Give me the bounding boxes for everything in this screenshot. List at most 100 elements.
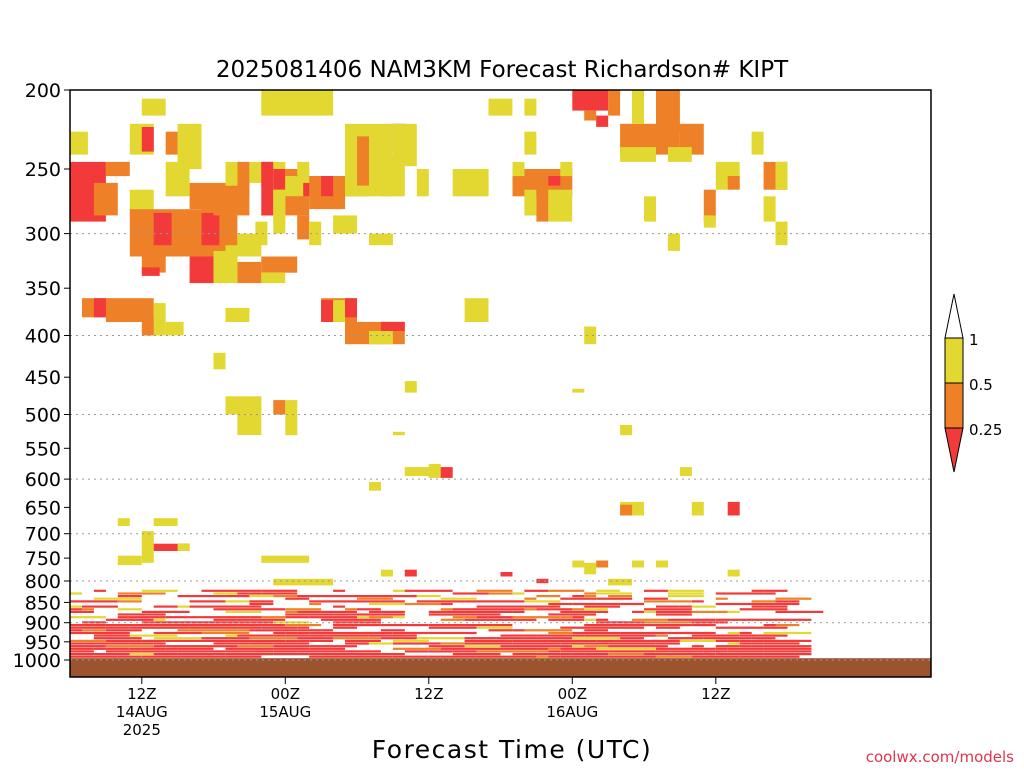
data-cell — [524, 634, 537, 637]
data-cell — [369, 482, 381, 491]
data-cell — [129, 642, 154, 645]
data-cell — [213, 637, 250, 640]
data-cell — [93, 589, 106, 592]
data-cell — [512, 629, 525, 632]
data-cell — [165, 131, 178, 155]
data-cell — [667, 589, 704, 592]
data-cell — [105, 645, 154, 648]
plot-background — [70, 90, 931, 677]
data-cell — [691, 655, 740, 658]
ground-fill — [70, 658, 931, 677]
data-cell — [261, 272, 286, 284]
data-cell — [715, 618, 740, 621]
credit-link[interactable]: coolwx.com/models — [866, 748, 1014, 766]
data-cell — [512, 645, 525, 648]
x-tick-label: 12Z — [127, 685, 156, 703]
data-cell — [656, 647, 668, 650]
data-cell — [464, 618, 501, 621]
data-cell — [608, 595, 632, 598]
data-cell — [464, 298, 489, 322]
data-cell — [70, 592, 82, 595]
data-cell — [428, 631, 477, 635]
data-cell — [153, 212, 172, 246]
data-cell — [237, 639, 286, 642]
data-cell — [632, 618, 668, 621]
data-cell — [117, 616, 166, 619]
data-cell — [201, 650, 226, 653]
data-cell — [105, 629, 142, 632]
data-cell — [416, 595, 441, 598]
data-cell — [644, 589, 668, 592]
data-cell — [380, 624, 429, 627]
y-tick-label: 350 — [25, 278, 61, 300]
data-cell — [751, 589, 764, 592]
data-cell — [667, 592, 704, 595]
data-cell — [321, 618, 334, 621]
y-tick-label: 300 — [25, 224, 61, 246]
data-cell — [476, 605, 489, 608]
data-cell — [117, 608, 142, 611]
data-cell — [285, 400, 298, 436]
data-cell — [82, 605, 118, 608]
data-cell — [141, 650, 178, 653]
data-cell — [428, 464, 441, 478]
data-cell — [297, 650, 345, 653]
data-cell — [117, 600, 142, 603]
data-cell — [548, 602, 573, 606]
data-cell — [656, 626, 668, 629]
data-cell — [512, 616, 561, 619]
data-cell — [524, 629, 573, 632]
data-cell — [572, 602, 621, 606]
colorbar-legend: 1 0.5 0.25 — [944, 293, 1002, 473]
data-cell — [189, 626, 226, 629]
data-cell — [476, 650, 501, 653]
data-cell — [512, 634, 525, 637]
data-cell — [357, 616, 369, 619]
data-cell — [512, 610, 525, 613]
x-tick-label: 16AUG — [546, 703, 598, 721]
data-cell — [715, 602, 752, 606]
x-axis-label: Forecast Time (UTC) — [372, 735, 652, 764]
data-cell — [512, 639, 549, 642]
data-cell — [452, 653, 501, 656]
data-cell — [763, 639, 812, 642]
data-cell — [715, 645, 740, 648]
data-cell — [644, 645, 668, 648]
data-cell — [440, 467, 453, 478]
y-tick-label: 900 — [25, 613, 61, 635]
data-cell — [273, 653, 310, 656]
data-cell — [189, 600, 202, 603]
data-cell — [392, 647, 441, 650]
data-cell — [751, 645, 764, 648]
data-cell — [751, 600, 776, 603]
data-cell — [620, 637, 644, 640]
data-cell — [357, 600, 381, 603]
data-cell — [309, 221, 322, 246]
data-cell — [249, 600, 274, 603]
data-cell — [584, 608, 609, 611]
data-cell — [667, 626, 680, 629]
data-cell — [464, 637, 477, 640]
data-cell — [249, 629, 262, 632]
data-cell — [213, 592, 238, 595]
data-cell — [189, 256, 214, 284]
data-cell — [500, 600, 525, 603]
data-cell — [237, 161, 250, 197]
data-cell — [117, 518, 130, 526]
data-cell — [608, 655, 656, 658]
data-cell — [524, 605, 561, 608]
data-cell — [751, 602, 776, 606]
data-cell — [536, 608, 573, 611]
data-cell — [249, 621, 274, 624]
data-cell — [715, 653, 764, 656]
data-cell — [219, 256, 232, 284]
data-cell — [357, 136, 369, 186]
data-cell — [273, 169, 286, 190]
data-cell — [345, 631, 393, 635]
data-cell — [584, 653, 609, 656]
data-cell — [584, 634, 632, 637]
data-cell — [273, 645, 310, 648]
data-cell — [620, 425, 633, 436]
data-cell — [512, 592, 525, 595]
